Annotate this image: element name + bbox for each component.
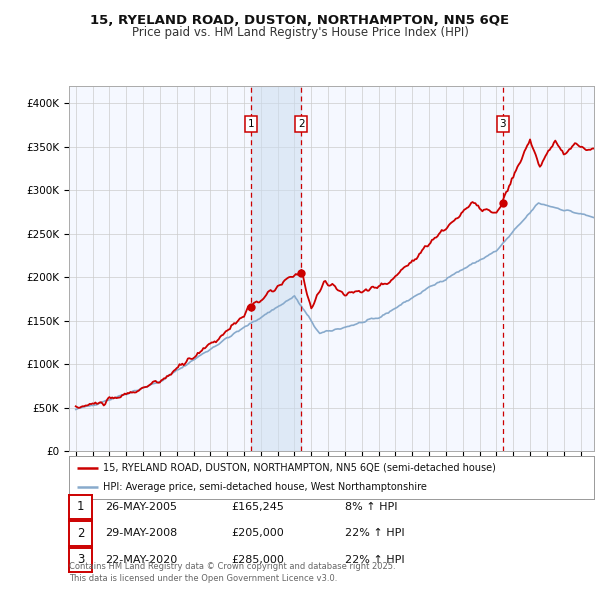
Text: 26-MAY-2005: 26-MAY-2005 <box>105 502 177 512</box>
Text: 3: 3 <box>77 553 84 566</box>
Text: 2: 2 <box>77 527 84 540</box>
Text: Price paid vs. HM Land Registry's House Price Index (HPI): Price paid vs. HM Land Registry's House … <box>131 26 469 39</box>
Text: 22-MAY-2020: 22-MAY-2020 <box>105 555 177 565</box>
Text: £285,000: £285,000 <box>231 555 284 565</box>
Text: 2: 2 <box>298 119 305 129</box>
Text: 3: 3 <box>500 119 506 129</box>
Text: HPI: Average price, semi-detached house, West Northamptonshire: HPI: Average price, semi-detached house,… <box>103 482 427 492</box>
Text: 8% ↑ HPI: 8% ↑ HPI <box>345 502 398 512</box>
Text: 15, RYELAND ROAD, DUSTON, NORTHAMPTON, NN5 6QE (semi-detached house): 15, RYELAND ROAD, DUSTON, NORTHAMPTON, N… <box>103 463 496 473</box>
Text: £165,245: £165,245 <box>231 502 284 512</box>
Text: 29-MAY-2008: 29-MAY-2008 <box>105 529 177 539</box>
Text: £205,000: £205,000 <box>231 529 284 539</box>
Text: 1: 1 <box>247 119 254 129</box>
Text: 22% ↑ HPI: 22% ↑ HPI <box>345 529 404 539</box>
Text: 15, RYELAND ROAD, DUSTON, NORTHAMPTON, NN5 6QE: 15, RYELAND ROAD, DUSTON, NORTHAMPTON, N… <box>91 14 509 27</box>
Text: 22% ↑ HPI: 22% ↑ HPI <box>345 555 404 565</box>
Text: 1: 1 <box>77 500 84 513</box>
Text: Contains HM Land Registry data © Crown copyright and database right 2025.
This d: Contains HM Land Registry data © Crown c… <box>69 562 395 583</box>
Bar <box>251 86 301 451</box>
